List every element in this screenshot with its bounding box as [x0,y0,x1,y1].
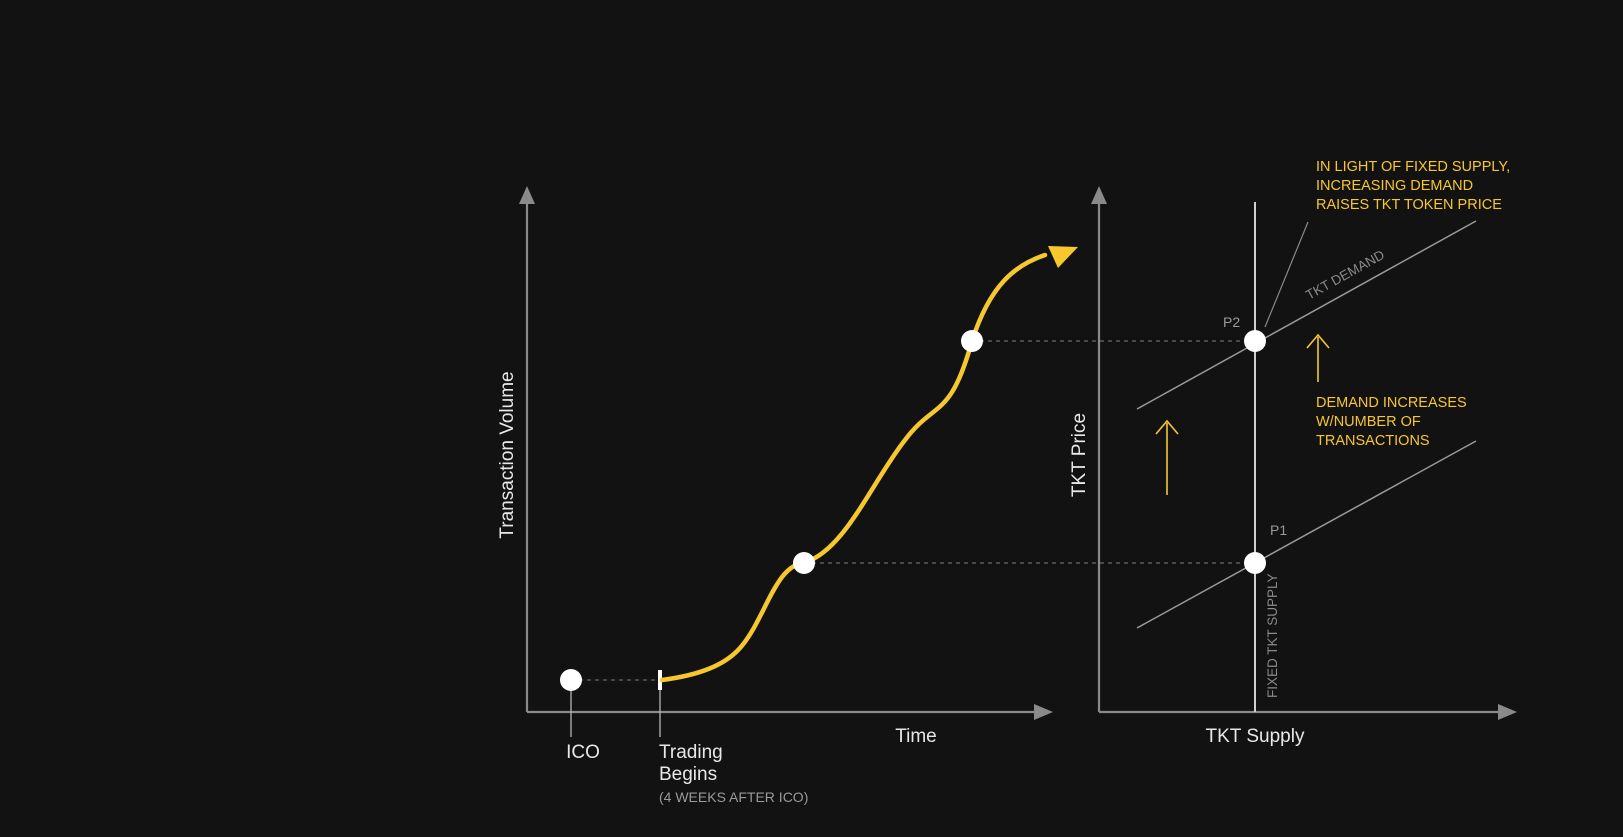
ico-marker [560,669,582,691]
middle-note: DEMAND INCREASES W/NUMBER OF TRANSACTION… [1316,395,1467,449]
right-y-axis-arrowhead [1091,186,1107,204]
middle-note-line-1: DEMAND INCREASES [1316,395,1467,411]
left-y-axis-arrowhead [519,186,535,204]
transaction-volume-curve [659,252,1048,683]
transaction-volume-curve-arrowhead [1048,246,1078,268]
demand-line-increased [1136,220,1477,410]
shift-up-arrow-right-head [1306,333,1330,349]
right-x-axis-label: TKT Supply [1206,726,1305,747]
curve-point-1 [793,552,815,574]
left-x-axis-label: Time [895,726,937,747]
top-note: IN LIGHT OF FIXED SUPPLY, INCREASING DEM… [1316,159,1510,213]
shift-up-arrow-left-head [1155,419,1179,435]
right-x-axis-arrowhead [1498,704,1517,720]
curve-point-2 [961,330,983,352]
price-supply-chart: TKT Price TKT Supply FIXED TKT SUPPLY TK… [1069,159,1517,747]
trading-begins-label-line2: Begins [659,764,717,785]
middle-note-line-3: TRANSACTIONS [1316,433,1430,449]
right-y-axis-label: TKT Price [1069,413,1090,497]
p2-label: P2 [1223,314,1240,330]
top-note-line-1: IN LIGHT OF FIXED SUPPLY, [1316,159,1510,175]
fixed-supply-label: FIXED TKT SUPPLY [1265,573,1280,698]
left-y-axis-label: Transaction Volume [497,371,518,538]
transaction-volume-chart: Transaction Volume Time ICO Trading Begi… [497,186,1255,805]
ico-label: ICO [566,742,600,763]
left-x-axis-arrowhead [1034,704,1053,720]
top-note-line-3: RAISES TKT TOKEN PRICE [1316,197,1502,213]
middle-note-line-2: W/NUMBER OF [1316,414,1421,430]
p1-marker [1244,552,1266,574]
p1-label: P1 [1270,522,1287,538]
p2-marker [1244,330,1266,352]
demand-line-initial [1136,440,1477,629]
trading-begins-label-line1: Trading [659,742,723,763]
top-note-leader-line [1264,221,1309,328]
top-note-line-2: INCREASING DEMAND [1316,178,1473,194]
trading-begins-note: (4 WEEKS AFTER ICO) [659,789,808,805]
